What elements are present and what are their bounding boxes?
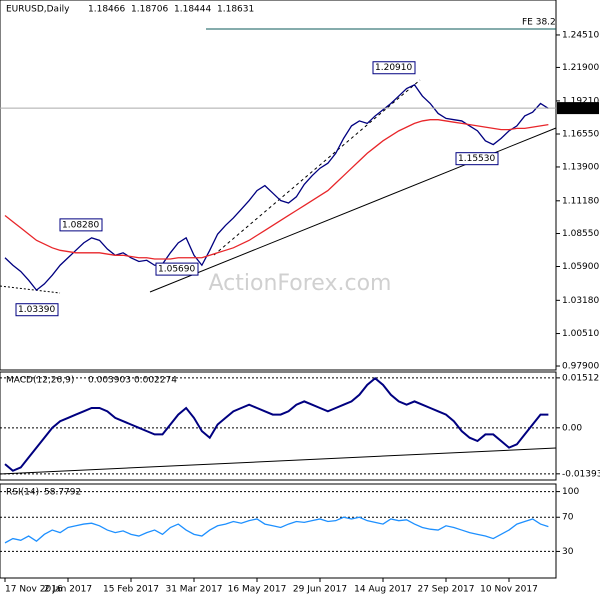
annotation: 1.05690 [158,265,195,275]
annotation-box [59,218,103,232]
y-tick-label: 1.16550 [562,129,599,139]
y-tick-label: 1.24510 [562,30,599,40]
annotation: 1.08280 [62,220,99,230]
y-tick-label: 1.21900 [562,63,599,73]
annotation-box [155,262,199,276]
price-panel [0,0,557,371]
last-price-box [557,102,599,115]
y-tick-label: 100 [562,487,579,497]
x-tick-label: 29 Jun 2017 [293,585,347,595]
chart-title: EURUSD,Daily [6,5,70,15]
annotation: 1.15530 [458,154,495,164]
y-tick-label: 1.03180 [562,296,599,306]
y-tick-label: 1.19210 [562,96,599,106]
last-price: 1.18631 [560,104,597,114]
panel-title: RSI(14) [6,488,39,498]
annotation-box [15,303,59,317]
indicator-value: 0.003903 [88,376,131,386]
series-line [4,84,549,292]
y-tick-label: 1.11180 [562,196,599,206]
y-tick-label: 0.97900 [562,362,599,372]
y-tick-label: 1.13900 [562,162,599,172]
rsi-panel [0,483,557,579]
series-line [4,119,549,260]
trendline [0,447,557,475]
x-tick-label: 15 Feb 2017 [103,585,159,595]
y-tick-label: 1.05900 [562,262,599,272]
ohlc-value: 1.18631 [217,5,254,15]
x-tick-label: 27 Sep 2017 [417,585,474,595]
trendline [213,79,421,256]
y-tick-label: 1.08550 [562,229,599,239]
x-tick-label: 14 Aug 2017 [354,585,412,595]
x-tick-label: 16 May 2017 [228,585,287,595]
series-line [4,376,549,472]
ohlc-value: 1.18444 [174,5,211,15]
macd-panel [0,371,557,481]
ohlc-value: 1.18466 [88,5,125,15]
y-tick-label: 0.01512 [562,373,599,383]
annotation-box [372,61,416,75]
annotation: 1.20910 [375,63,412,73]
indicator-value: 58.7792 [44,488,81,498]
watermark: ActionForex.com [209,271,392,296]
y-tick-label: -0.01393 [562,469,600,479]
y-tick-label: 30 [562,547,574,557]
series-line [4,516,549,544]
y-tick-label: 1.00510 [562,329,599,339]
annotation: 1.03390 [18,305,55,315]
y-tick-label: 70 [562,513,574,523]
x-tick-label: 31 Mar 2017 [165,585,222,595]
panel-title: MACD(12,26,9) [6,376,74,386]
indicator-value: 0.002274 [134,376,177,386]
ohlc-value: 1.18706 [131,5,168,15]
trendline [0,285,61,294]
x-tick-label: 2 Jan 2017 [44,585,92,595]
fe-label: FE 38.2 [522,17,556,27]
y-tick-label: 0.00 [562,423,582,433]
x-tick-label: 17 Nov 2016 [5,585,63,595]
annotation-box [455,152,499,166]
x-tick-label: 10 Nov 2017 [480,585,538,595]
